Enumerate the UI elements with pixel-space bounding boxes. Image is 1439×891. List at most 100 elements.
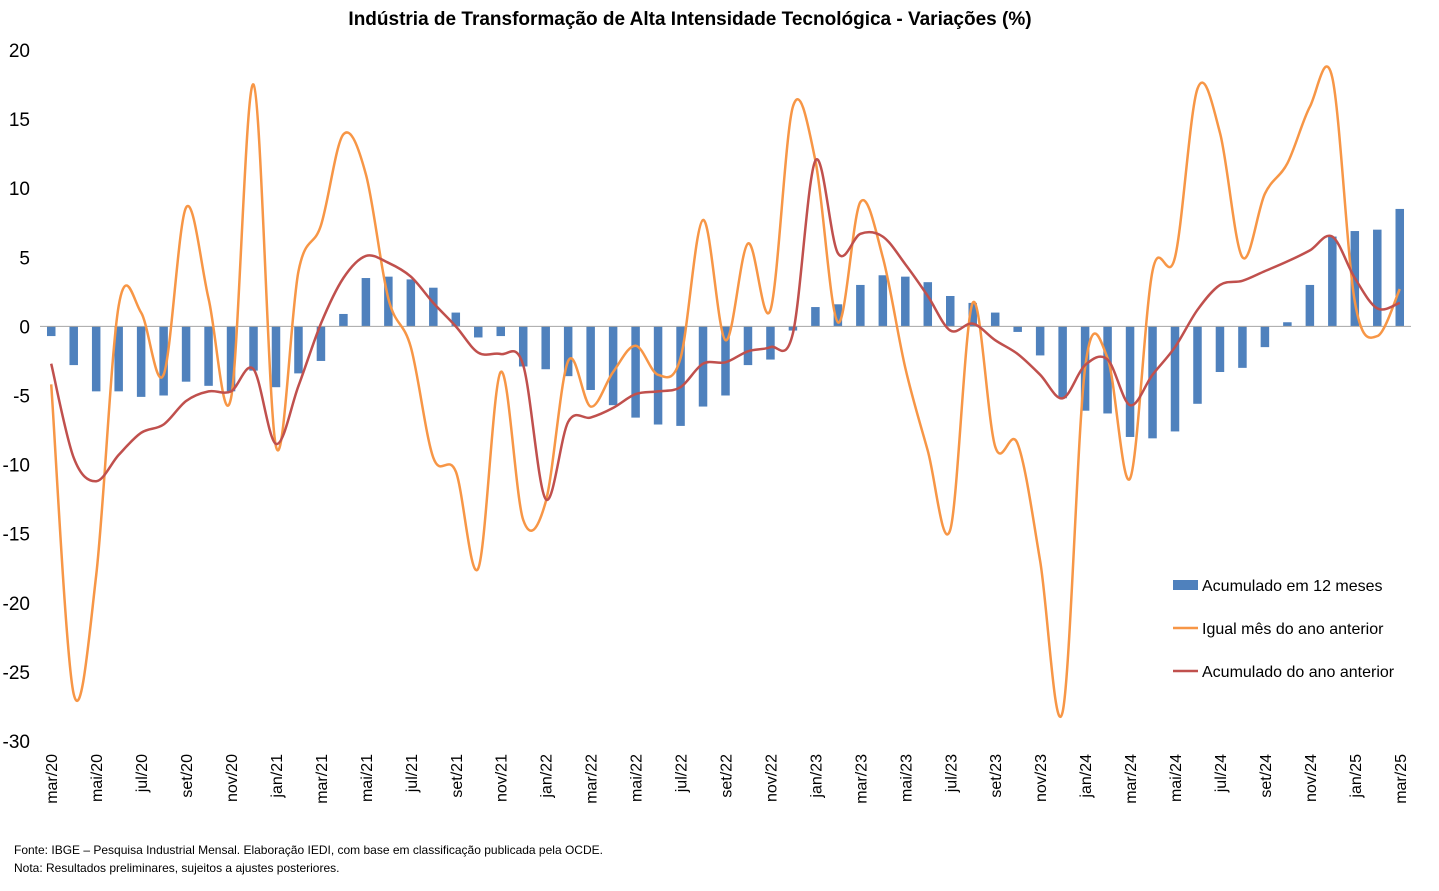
bar xyxy=(136,326,146,397)
x-tick-label: jan/21 xyxy=(269,754,286,799)
legend-swatch xyxy=(1173,580,1198,590)
x-tick-label: set/24 xyxy=(1258,754,1275,798)
y-tick-label: 10 xyxy=(9,179,30,200)
x-tick-label: mai/21 xyxy=(359,754,376,802)
bar xyxy=(1395,208,1405,327)
bar xyxy=(518,326,528,367)
x-tick-label: nov/22 xyxy=(763,754,780,802)
x-tick-label: mai/24 xyxy=(1168,754,1185,802)
chart-title: Indústria de Transformação de Alta Inten… xyxy=(348,9,1031,30)
x-tick-label: nov/24 xyxy=(1303,754,1320,802)
bar xyxy=(1373,229,1382,327)
x-tick-label: set/22 xyxy=(719,754,736,798)
bar xyxy=(743,326,753,366)
y-tick-label: -30 xyxy=(3,732,30,753)
bar xyxy=(406,279,416,327)
x-tick-label: jan/24 xyxy=(1078,754,1095,799)
y-tick-label: -20 xyxy=(3,594,30,615)
bar xyxy=(1148,326,1157,439)
bar xyxy=(496,326,505,337)
bar xyxy=(698,326,708,407)
bar xyxy=(46,326,56,337)
bar xyxy=(721,326,730,396)
bar xyxy=(833,304,843,327)
x-axis: mar/20 mai/20 jul/20 set/20 nov/20 jan/21 mar/… xyxy=(44,754,1410,804)
bar xyxy=(856,284,865,327)
x-tick-label: mar/22 xyxy=(584,754,601,804)
bar xyxy=(541,326,550,370)
bar xyxy=(69,326,78,366)
y-tick-label: 15 xyxy=(9,110,30,131)
legend-label: Igual mês do ano anterior xyxy=(1202,621,1384,638)
y-tick-label: -15 xyxy=(3,525,30,546)
bar xyxy=(676,326,685,426)
bar xyxy=(339,313,348,327)
line-series xyxy=(49,65,1401,718)
x-tick-label: set/20 xyxy=(179,754,196,798)
bar xyxy=(316,326,326,361)
x-tick-label: mar/24 xyxy=(1123,754,1140,804)
bar xyxy=(1103,326,1112,414)
y-tick-label: 5 xyxy=(19,248,30,269)
x-tick-label: jul/20 xyxy=(134,754,151,793)
bar-series xyxy=(46,208,1405,439)
bar xyxy=(249,326,258,371)
y-tick-label: -10 xyxy=(3,456,30,477)
x-tick-label: jan/22 xyxy=(539,754,556,799)
bar xyxy=(1035,326,1045,356)
bar xyxy=(563,326,573,377)
bar xyxy=(1215,326,1225,373)
bar xyxy=(91,326,101,392)
bar xyxy=(1305,284,1315,327)
x-tick-label: jul/22 xyxy=(674,754,691,793)
bar xyxy=(968,302,977,327)
bar xyxy=(429,287,438,327)
bar xyxy=(1260,326,1270,348)
y-tick-label: -5 xyxy=(13,387,30,408)
bar xyxy=(1193,326,1202,404)
legend-label: Acumulado em 12 meses xyxy=(1202,578,1383,595)
x-tick-label: set/23 xyxy=(988,754,1005,798)
bar xyxy=(204,326,213,386)
bar xyxy=(361,278,371,327)
x-tick-label: set/21 xyxy=(449,754,466,798)
bar xyxy=(923,282,933,327)
y-tick-label: 0 xyxy=(19,317,30,338)
x-tick-label: mar/21 xyxy=(314,754,331,804)
x-tick-label: jul/24 xyxy=(1213,754,1230,793)
legend: Acumulado em 12 meses Igual mês do ano an… xyxy=(1173,578,1395,681)
x-tick-label: mar/23 xyxy=(853,754,870,804)
x-tick-label: mai/22 xyxy=(629,754,646,802)
x-tick-label: nov/20 xyxy=(224,754,241,802)
bar xyxy=(1283,322,1292,327)
legend-label: Acumulado do ano anterior xyxy=(1202,664,1395,681)
x-tick-label: jul/23 xyxy=(943,754,960,793)
source-footnote: Fonte: IBGE – Pesquisa Industrial Mensal… xyxy=(14,843,603,857)
bar xyxy=(608,326,618,406)
bar xyxy=(226,326,236,392)
x-tick-label: mar/20 xyxy=(44,754,61,804)
bar xyxy=(1058,326,1067,399)
bar xyxy=(159,326,168,396)
x-tick-label: nov/21 xyxy=(494,754,511,802)
bar xyxy=(811,307,820,327)
series-line-2 xyxy=(49,158,1401,501)
bar xyxy=(474,326,483,338)
y-tick-label: 20 xyxy=(9,41,30,62)
series-line-1 xyxy=(49,65,1401,718)
x-tick-label: mar/25 xyxy=(1393,754,1410,804)
bar xyxy=(946,295,955,327)
bar xyxy=(586,326,595,390)
bar xyxy=(271,326,281,388)
x-tick-label: jul/21 xyxy=(404,754,421,793)
bar xyxy=(1013,326,1022,332)
x-tick-label: mai/20 xyxy=(89,754,106,802)
bar xyxy=(181,326,191,382)
bar xyxy=(631,326,640,418)
bar xyxy=(1328,236,1337,327)
y-axis: 20 15 10 5 0 -5 -10 -15 -20 -25 -30 xyxy=(3,41,30,753)
bar xyxy=(294,326,303,374)
bar xyxy=(451,312,461,327)
bar xyxy=(114,326,123,392)
